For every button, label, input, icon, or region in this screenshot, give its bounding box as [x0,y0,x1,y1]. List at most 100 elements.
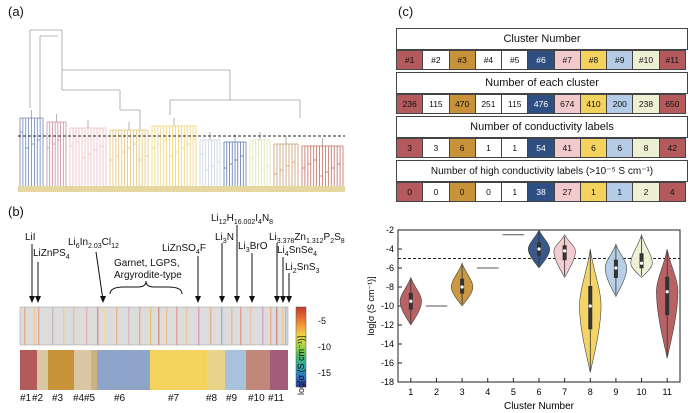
y-axis-label: log[σ (S cm⁻¹)] [366,276,376,335]
conductivity-mark [240,307,242,345]
cluster-id-row: #1 #2 #3 #4 #5 #6 #7 #8 #9 #10 #11 [396,50,686,70]
conductivity-mark [104,307,106,345]
violin-median-7 [563,249,567,253]
conductivity-mark [276,307,278,345]
conductivity-mark [186,307,188,345]
row-high-cell-6: 38 [528,182,555,202]
high-title: Number of high conductivity labels (>10⁻… [396,160,688,182]
cluster-label-3: #3 [52,393,64,404]
annot-li2sns3: Li2SnS3 [285,262,320,275]
violin-median-9 [614,266,618,270]
violin-box-10 [639,253,644,269]
annot-li3378: Li3.378Zn1.312P2S8 [269,232,345,245]
row-cond-cell-2: 3 [423,138,450,158]
x-tick-label: 4 [485,387,490,397]
row-ids-cell-3: #3 [449,50,476,70]
conductivity-mark [221,307,223,345]
panel-c-label: (c) [398,4,414,19]
count-title: Number of each cluster [396,72,688,94]
cluster-label-9: #9 [226,393,238,404]
row-high-cell-9: 1 [607,182,634,202]
colorbar-tick-10: -10 [318,342,332,352]
y-tick-label: -2 [386,225,394,235]
conductivity-mark [158,307,160,345]
x-tick-label: 2 [434,387,439,397]
cluster-band-1 [20,350,37,390]
violin-median-11 [665,290,669,294]
row-high-cell-7: 27 [554,182,581,202]
arrow-li3bro-head [249,296,255,303]
y-tick-label: -18 [381,377,394,387]
arrow-li4snse4-head [280,296,286,303]
cluster-label-10: #10 [248,393,265,404]
row-ids-cell-8: #8 [580,50,608,70]
row-counts-cell-11: 650 [659,94,686,114]
cluster-band-11 [270,350,288,390]
row-high-cell-8: 1 [580,182,608,202]
brace [109,280,183,295]
cluster-band-7 [150,350,207,390]
cluster-band-2 [37,350,48,390]
violin-median-3 [460,285,464,289]
annot-li4snse4: Li4SnSe4 [277,245,318,258]
row-ids-cell-10: #10 [633,50,660,70]
cluster-band-5 [91,350,97,390]
annot-li3n: Li3N [215,232,234,245]
row-counts-cell-6: 476 [528,94,555,114]
row-cond-cell-6: 54 [528,138,555,158]
x-tick-label: 10 [637,387,647,397]
y-tick-label: -10 [381,301,394,311]
y-tick-label: -12 [381,320,394,330]
cluster-label-4: #4 [73,393,85,404]
conductivity-mark [73,307,75,345]
arrow-li6in-head [100,296,106,303]
row-ids-cell-7: #7 [554,50,581,70]
conductivity-mark [285,307,287,345]
row-high-cell-1: 0 [396,182,424,202]
row-cond-cell-11: 42 [659,138,686,158]
cluster-number-title: Cluster Number [396,28,688,50]
conductivity-strip-border [19,306,289,346]
cluster-label-8: #8 [206,393,218,404]
annot-li12h: Li12H16.002I4N8 [211,213,274,226]
high-row: 0 0 0 0 1 38 27 1 1 2 4 [396,182,686,202]
violin-box-7 [562,245,567,261]
conductivity-mark [63,307,65,345]
cond-title: Number of conductivity labels [396,116,688,138]
cluster-label-11: #11 [268,393,284,404]
colorbar-tick-5: -5 [318,316,327,326]
row-counts-cell-5: 115 [502,94,529,114]
row-high-cell-3: 0 [449,182,476,202]
annot-group-line2: Argyrodite-type [114,270,182,281]
row-high-cell-10: 2 [633,182,660,202]
row-cond-cell-5: 1 [502,138,529,158]
row-counts-cell-3: 470 [449,94,476,114]
row-counts-cell-10: 238 [633,94,660,114]
arrow-li3378-head [274,296,280,303]
conductivity-mark [24,307,26,345]
conductivity-mark [150,307,152,345]
x-tick-label: 7 [562,387,567,397]
conductivity-mark [34,307,36,345]
conductivity-strip-bg [20,307,288,345]
colorbar-gradient [295,306,307,388]
conductivity-mark [139,307,141,345]
row-ids-cell-4: #4 [475,50,503,70]
cluster-label-5: #5 [84,393,96,404]
row-high-cell-5: 1 [502,182,529,202]
row-high-cell-11: 4 [659,182,686,202]
annot-li3bro: Li3BrO [238,241,268,254]
x-tick-label: 6 [536,387,541,397]
dendro-leaves [18,186,345,192]
y-tick-label: -6 [386,263,394,273]
x-tick-label: 5 [511,387,516,397]
cluster-band-8 [207,350,225,390]
conductivity-mark [38,307,40,345]
row-cond-cell-3: 6 [449,138,476,158]
violin-median-10 [639,261,644,265]
arrow-liznps4-head [35,296,41,303]
violin-box-11 [665,276,670,316]
arrow-li2sns3-head [286,296,292,303]
annot-li6in203cl12: Li6In2.03Cl12 [68,237,119,250]
y-tick-label: -14 [381,339,394,349]
